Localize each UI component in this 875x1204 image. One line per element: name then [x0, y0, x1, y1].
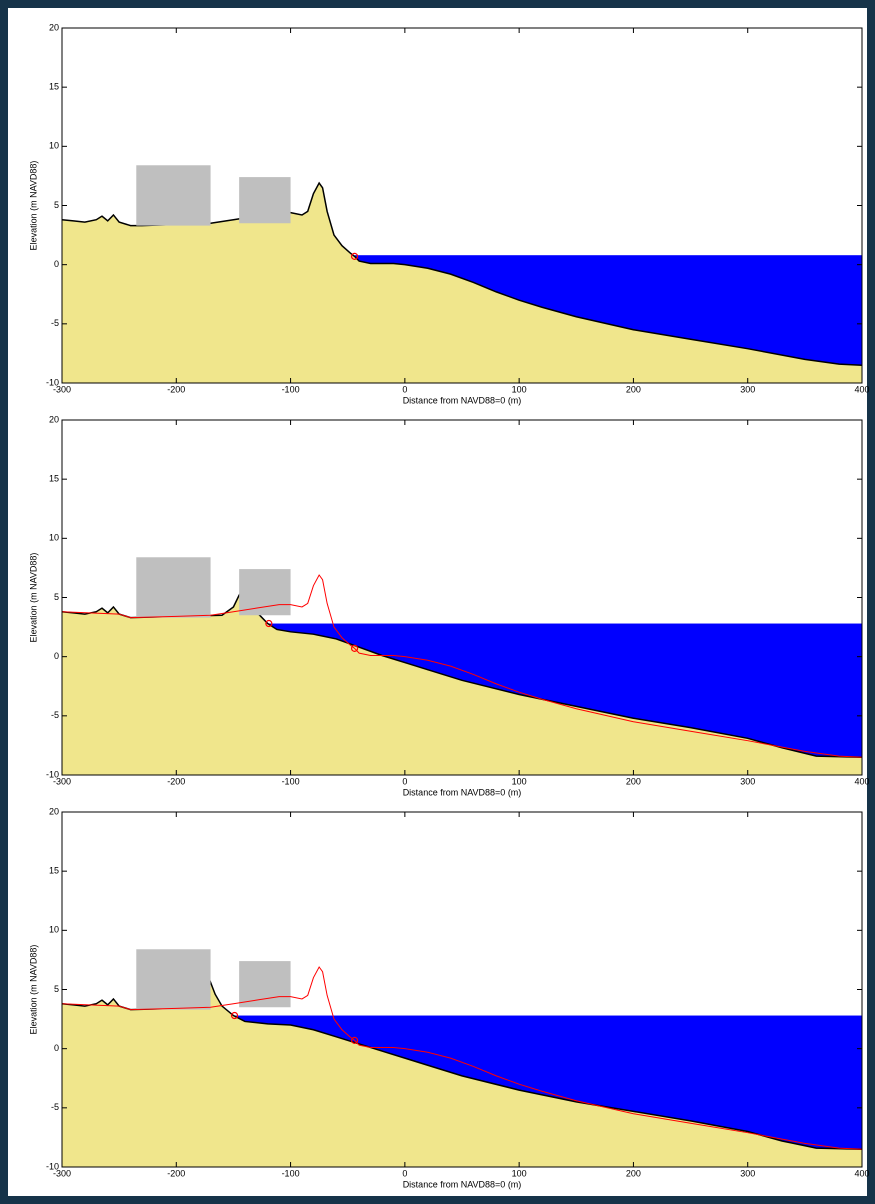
- shoreline-marker: [350, 644, 359, 652]
- y-tick-label: -5: [51, 318, 59, 328]
- y-tick-label: 5: [54, 984, 59, 994]
- x-axis-label: Distance from NAVD88=0 (m): [403, 395, 522, 405]
- y-tick-label: -10: [46, 769, 59, 779]
- x-tick-label: -200: [167, 1168, 185, 1178]
- shoreline-marker: [265, 619, 273, 628]
- y-tick-label: -10: [46, 377, 59, 387]
- structure: [136, 949, 211, 1010]
- x-tick-label: 200: [626, 776, 641, 786]
- y-tick-label: 10: [49, 533, 59, 543]
- shoreline-marker: [350, 252, 359, 260]
- sand: [62, 982, 862, 1167]
- shoreline-marker: [230, 1011, 239, 1020]
- y-tick-label: 20: [49, 806, 59, 816]
- x-tick-label: 300: [740, 384, 755, 394]
- y-tick-label: 0: [54, 1043, 59, 1053]
- structure: [136, 165, 211, 226]
- x-tick-label: -100: [282, 384, 300, 394]
- profile-line: [61, 181, 863, 366]
- x-tick-label: -100: [282, 1168, 300, 1178]
- x-tick-label: 0: [402, 776, 407, 786]
- x-axis-label: Distance from NAVD88=0 (m): [403, 1179, 522, 1189]
- shoreline-marker: [350, 1036, 359, 1044]
- x-tick-label: 200: [626, 384, 641, 394]
- x-tick-label: -200: [167, 776, 185, 786]
- structure: [239, 569, 291, 616]
- x-tick-label: 100: [512, 1168, 527, 1178]
- x-tick-label: -300: [53, 1168, 71, 1178]
- x-tick-label: 0: [402, 384, 407, 394]
- y-axis-label: Elevation (m NAVD88): [28, 553, 38, 643]
- sand: [62, 183, 862, 383]
- x-tick-label: -300: [53, 776, 71, 786]
- x-tick-label: -300: [53, 384, 71, 394]
- profile-line: [61, 980, 863, 1150]
- y-tick-label: 5: [54, 200, 59, 210]
- x-tick-label: 400: [854, 384, 869, 394]
- x-axis-label: Distance from NAVD88=0 (m): [403, 787, 522, 797]
- x-tick-label: -200: [167, 384, 185, 394]
- sand: [62, 590, 862, 775]
- y-tick-label: 20: [49, 414, 59, 424]
- y-tick-label: 15: [49, 82, 59, 92]
- y-tick-label: -5: [51, 710, 59, 720]
- y-tick-label: 20: [49, 22, 59, 32]
- x-tick-label: 200: [626, 1168, 641, 1178]
- y-tick-label: 15: [49, 474, 59, 484]
- x-tick-label: 400: [854, 776, 869, 786]
- structure: [136, 557, 211, 618]
- y-tick-label: -10: [46, 1161, 59, 1171]
- x-tick-label: 400: [854, 1168, 869, 1178]
- y-tick-label: 5: [54, 592, 59, 602]
- x-tick-label: 100: [512, 384, 527, 394]
- x-tick-label: -100: [282, 776, 300, 786]
- y-axis-label: Elevation (m NAVD88): [28, 945, 38, 1035]
- x-tick-label: 100: [512, 776, 527, 786]
- y-axis-label: Elevation (m NAVD88): [28, 161, 38, 251]
- x-tick-label: 0: [402, 1168, 407, 1178]
- x-tick-label: 300: [740, 776, 755, 786]
- y-tick-label: 0: [54, 651, 59, 661]
- structure: [239, 961, 291, 1008]
- y-tick-label: 0: [54, 259, 59, 269]
- y-tick-label: 15: [49, 866, 59, 876]
- x-tick-label: 300: [740, 1168, 755, 1178]
- profile-line: [61, 588, 863, 758]
- structure: [239, 177, 291, 224]
- y-tick-label: 10: [49, 141, 59, 151]
- y-tick-label: -5: [51, 1102, 59, 1112]
- y-tick-label: 10: [49, 925, 59, 935]
